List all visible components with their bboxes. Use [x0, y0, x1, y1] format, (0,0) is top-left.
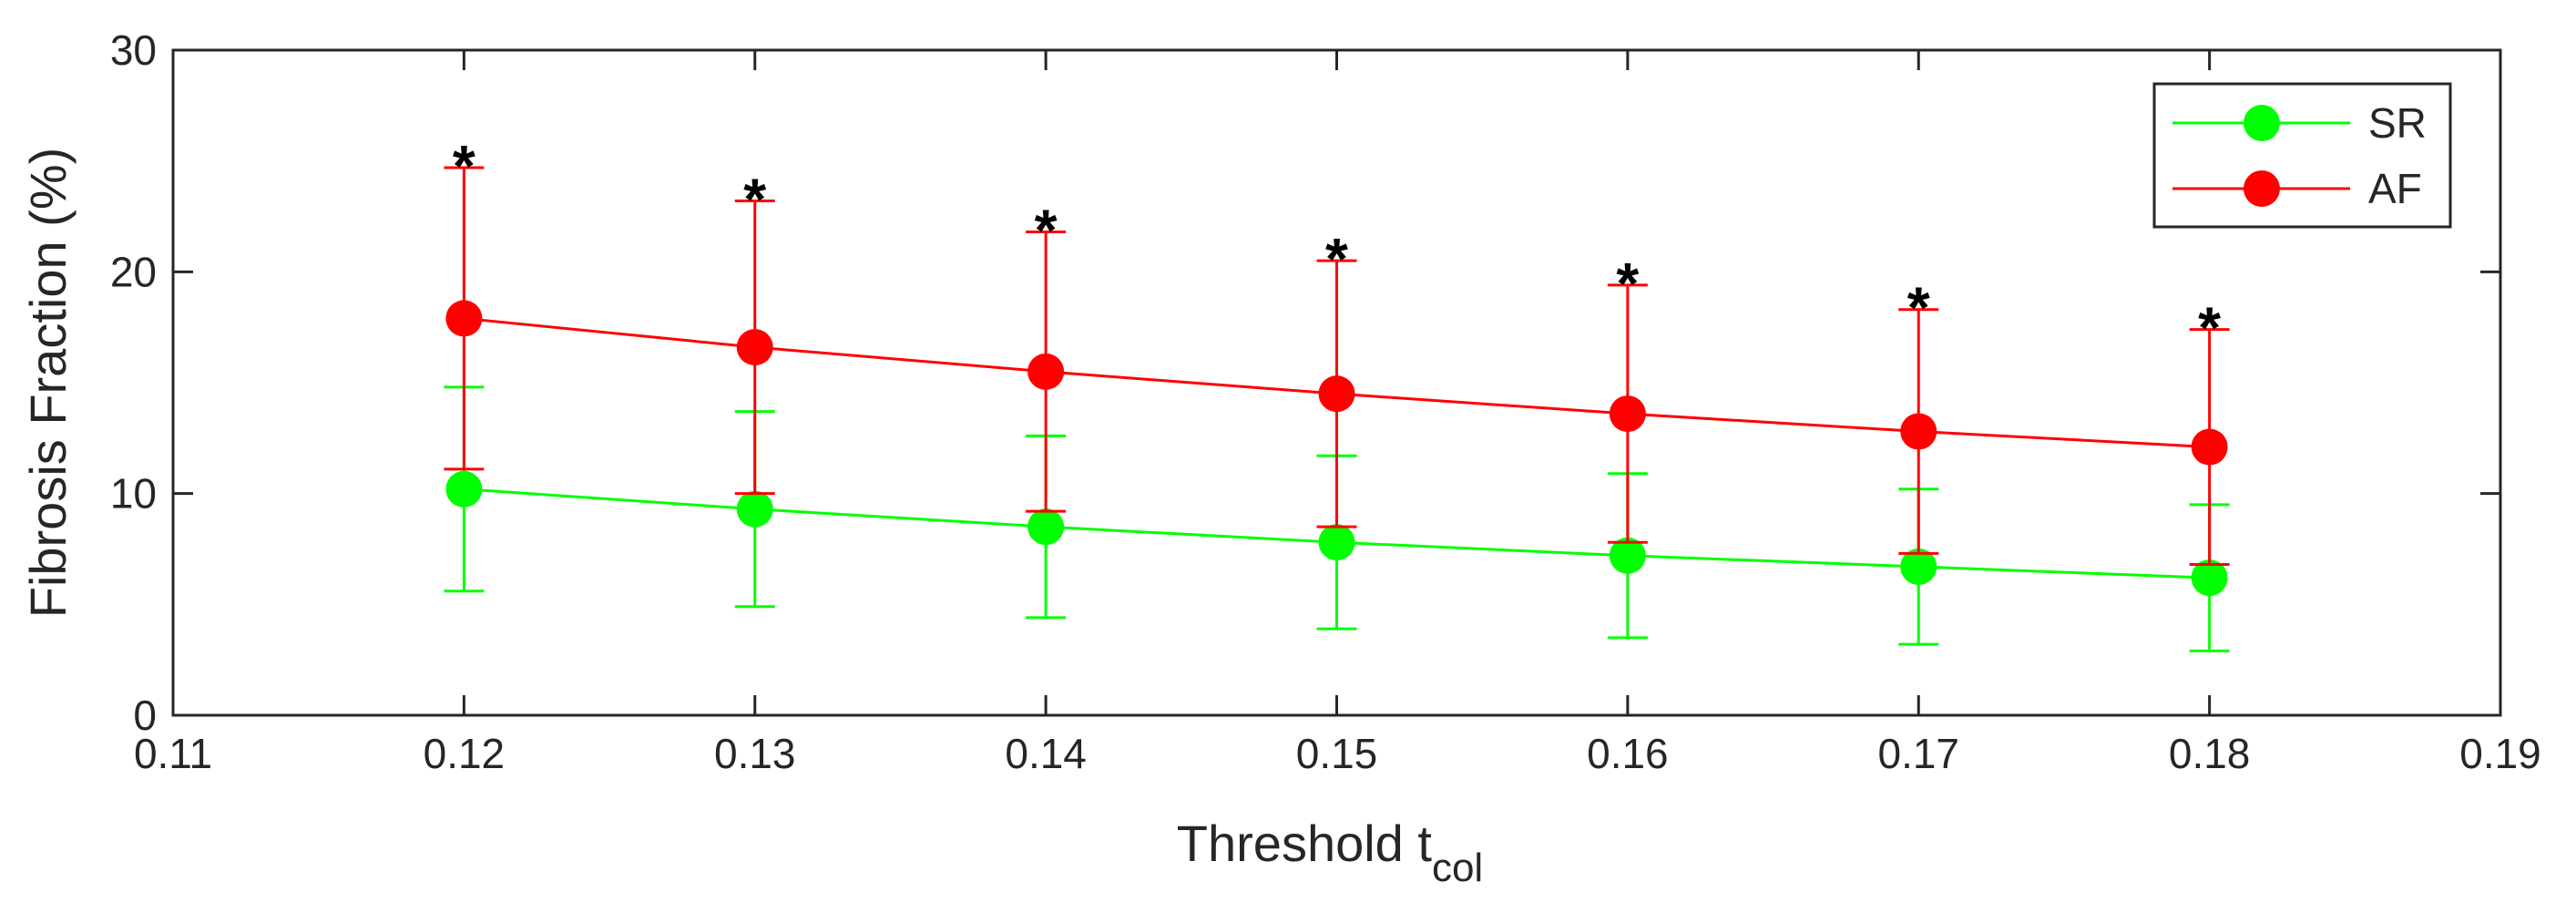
significance-asterisk: *: [453, 133, 475, 199]
x-tick-label: 0.14: [1005, 730, 1087, 777]
x-tick-label: 0.17: [1877, 730, 1959, 777]
legend: SR AF: [2152, 82, 2452, 229]
x-tick-label: 0.11: [134, 730, 212, 777]
data-point: [1900, 548, 1937, 585]
significance-asterisk: *: [743, 166, 766, 231]
data-point: [445, 470, 483, 508]
significance-markers: * * * * * * *: [453, 133, 2221, 361]
data-point: [1609, 395, 1646, 433]
y-axis-title: Fibrosis Fraction (%): [19, 148, 77, 619]
data-point: [1027, 508, 1065, 546]
legend-label-sr: SR: [2368, 99, 2427, 147]
x-tick-label: 0.12: [424, 730, 506, 777]
y-tick-label: 10: [110, 470, 157, 518]
y-tick-label: 30: [110, 26, 157, 74]
data-point: [1900, 413, 1937, 450]
significance-asterisk: *: [1616, 251, 1639, 316]
x-axis-title-main: Threshold t: [1177, 815, 1433, 872]
x-tick-label: 0.18: [2169, 730, 2251, 777]
legend-marker-sr: [2244, 105, 2280, 141]
data-point: [445, 300, 483, 337]
x-axis-title: Threshold tcol: [1177, 815, 1483, 890]
x-axis: 0.11 0.12 0.13 0.14 0.15 0.16 0.17 0.18 0.19: [134, 50, 2541, 777]
significance-asterisk: *: [2198, 295, 2221, 361]
data-point: [736, 329, 773, 366]
significance-asterisk: *: [1035, 198, 1058, 263]
x-tick-label: 0.15: [1296, 730, 1378, 777]
data-point: [1609, 537, 1646, 574]
data-point: [1318, 375, 1355, 413]
legend-box: [2152, 82, 2452, 229]
data-point: [2191, 428, 2228, 466]
x-tick-label: 0.19: [2459, 730, 2541, 777]
significance-asterisk: *: [1907, 275, 1930, 341]
data-point: [1027, 353, 1065, 390]
x-axis-title-subscript: col: [1432, 846, 1483, 890]
x-tick-label: 0.16: [1587, 730, 1669, 777]
data-point: [736, 490, 773, 528]
legend-label-af: AF: [2368, 165, 2422, 212]
significance-asterisk: *: [1325, 226, 1348, 292]
data-point: [2191, 559, 2228, 597]
legend-marker-af: [2244, 170, 2280, 207]
data-point: [1318, 524, 1355, 561]
y-axis: 0 10 20 30: [110, 26, 2500, 739]
y-tick-label: 20: [110, 248, 157, 295]
y-tick-label: 0: [133, 692, 157, 739]
series-af: [444, 166, 2230, 567]
series-layer: [444, 166, 2230, 652]
x-tick-label: 0.13: [714, 730, 796, 777]
